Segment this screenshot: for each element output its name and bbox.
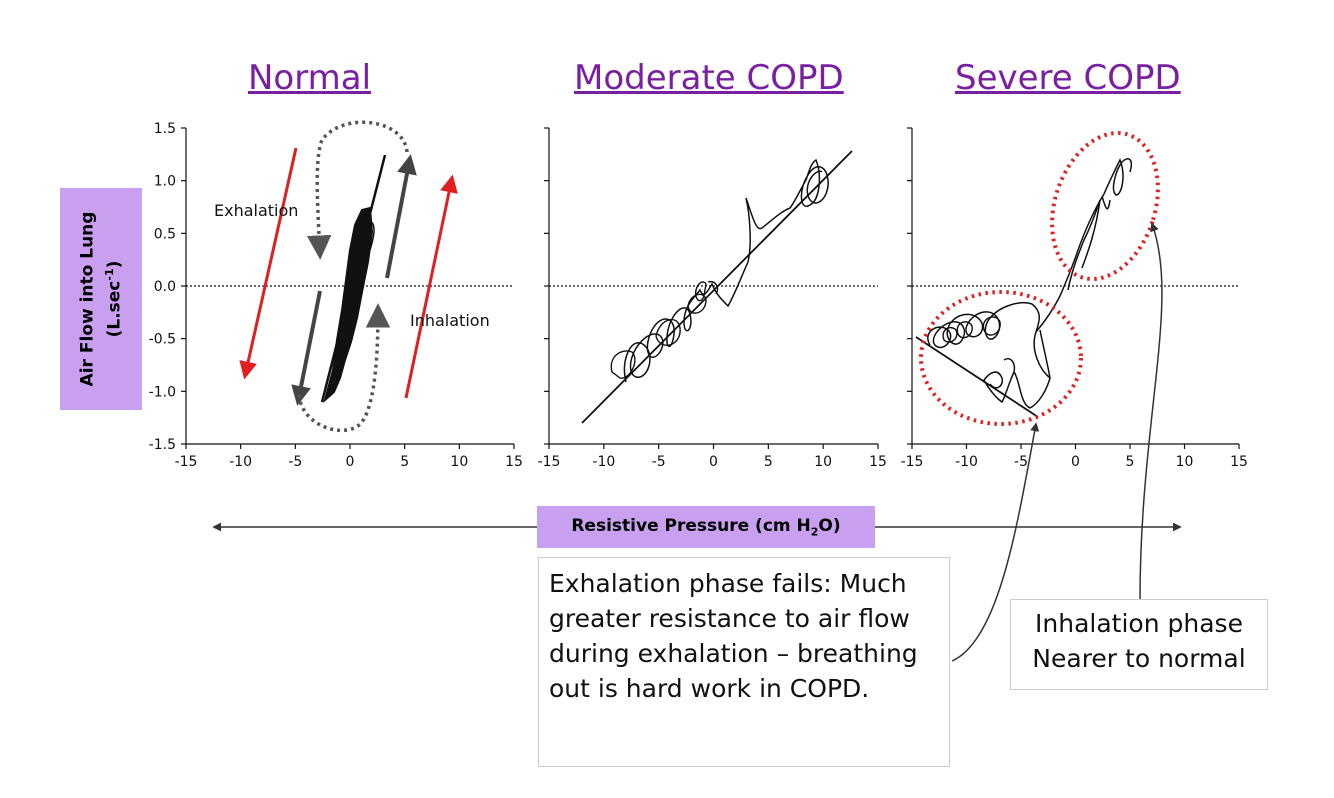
exhalation-label: Exhalation (214, 201, 298, 220)
x-tick-label: -15 (538, 454, 561, 470)
normal-trace-lobe (360, 220, 375, 254)
x-tick-label: 5 (400, 454, 409, 470)
y-axis-label-box: Air Flow into Lung (L.sec-1) (60, 188, 142, 410)
moderate-loop-detail (610, 280, 719, 379)
x-tick-label: 0 (346, 454, 355, 470)
exhalation-phase-highlight (919, 290, 1083, 426)
severe-loop-lower (983, 329, 1051, 409)
y-tick-label: -1.5 (149, 437, 176, 453)
inhalation-arrow-dark (385, 154, 417, 279)
severe-loop-small-circles (942, 316, 1001, 343)
x-tick-label: 0 (709, 454, 718, 470)
y-tick-label: 0.5 (154, 226, 176, 242)
exhalation-note-text: Exhalation phase fails: Much greater res… (549, 569, 918, 703)
x-tick-label: 10 (1176, 454, 1194, 470)
inhalation-arrow-red (404, 174, 458, 399)
x-tick-label: 15 (869, 454, 887, 470)
x-tick-label: -5 (288, 454, 302, 470)
severe-regression-line (915, 336, 1039, 418)
y-axis-label-main: Air Flow into Lung (77, 211, 98, 387)
x-tick-label: 5 (764, 454, 773, 470)
x-axis-label-box: Resistive Pressure (cm H2O) (537, 506, 875, 548)
y-tick-label: 0.0 (154, 279, 176, 295)
inhalation-note-line2: Nearer to normal (1032, 644, 1246, 673)
x-tick-label: 15 (1230, 454, 1248, 470)
x-tick-label: -5 (1014, 454, 1028, 470)
inhalation-note-box: Inhalation phase Nearer to normal (1010, 599, 1268, 690)
x-tick-label: 10 (450, 454, 468, 470)
severe-loop-upper (1067, 195, 1111, 291)
panel-severe: -15 -10 -5 0 5 10 15 (901, 127, 1248, 662)
x-tick-label: -10 (229, 454, 252, 470)
inhalation-note-pointer (1139, 222, 1163, 601)
x-tick-label: -10 (955, 454, 978, 470)
panel-severe-axes: -15 -10 -5 0 5 10 15 (901, 127, 1248, 470)
y-tick-label: 1.0 (154, 174, 176, 190)
exhalation-note-box: Exhalation phase fails: Much greater res… (538, 557, 950, 767)
x-tick-label: 15 (505, 454, 523, 470)
panel-moderate: -15 -10 -5 0 5 10 15 (538, 127, 887, 470)
inhalation-note-line1: Inhalation phase (1035, 609, 1243, 638)
x-axis-label: Resistive Pressure (cm H2O) (571, 515, 841, 539)
y-tick-label: -0.5 (149, 332, 176, 348)
panel-moderate-axes: -15 -10 -5 0 5 10 15 (538, 127, 887, 470)
title-normal: Normal (248, 58, 372, 98)
y-tick-label: -1.0 (149, 384, 176, 400)
moderate-loop-trace (623, 158, 829, 383)
x-tick-label: -10 (592, 454, 615, 470)
exhalation-arrow-red (239, 147, 298, 380)
normal-trace (320, 154, 387, 403)
x-tick-label: -15 (175, 454, 198, 470)
inhalation-label: Inhalation (410, 311, 490, 330)
y-axis-label-units: (L.sec-1) (102, 260, 125, 338)
panel-normal-axes: -1.5 -1.0 -0.5 0.0 0.5 1.0 1.5 -15 -10 -5 0 5 10 15 (149, 121, 523, 470)
exhalation-arrow-dark (291, 290, 322, 406)
x-tick-label: -15 (901, 454, 924, 470)
y-tick-label: 1.5 (154, 121, 176, 137)
exhalation-note-pointer (951, 422, 1040, 662)
title-severe-copd: Severe COPD (955, 58, 1181, 98)
title-moderate-copd: Moderate COPD (574, 58, 844, 98)
x-tick-label: -5 (652, 454, 666, 470)
x-tick-label: 0 (1071, 454, 1080, 470)
x-tick-label: 5 (1126, 454, 1135, 470)
severe-loop-trace (927, 158, 1133, 349)
x-tick-label: 10 (814, 454, 832, 470)
loop-arrow-top (306, 120, 409, 260)
panel-normal: -1.5 -1.0 -0.5 0.0 0.5 1.0 1.5 -15 -10 -5 0 5 10 15 E… (149, 120, 523, 470)
